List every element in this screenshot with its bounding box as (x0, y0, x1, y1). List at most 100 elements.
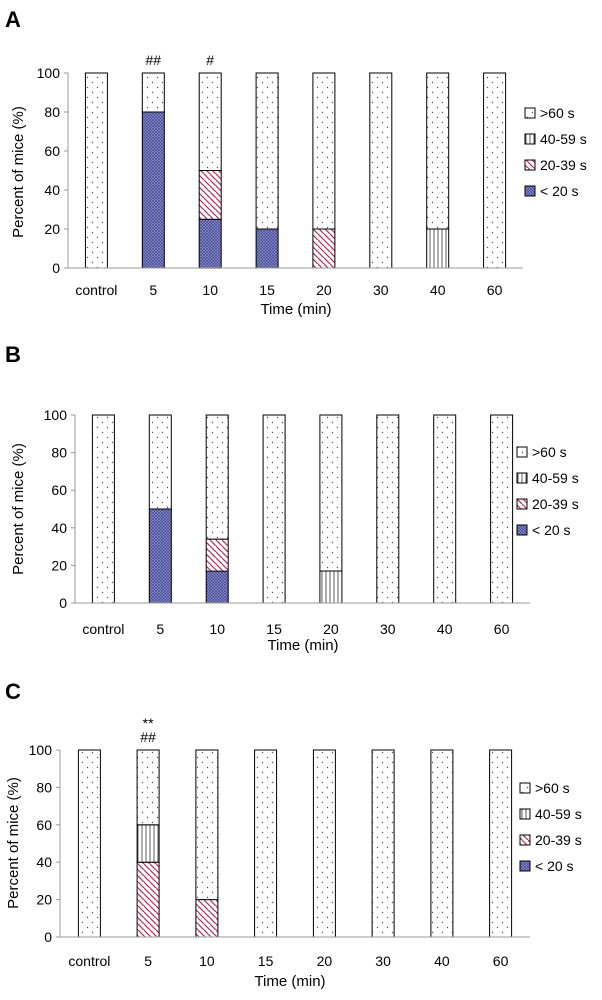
panel-c-bar-20-60-s (312, 749, 336, 938)
panel-c-letter: C (5, 679, 21, 704)
panel-a-x-tick-30: 30 (373, 282, 389, 298)
panel-a-x-tick-40: 40 (430, 282, 446, 298)
panel-b-x-tick-control: control (82, 621, 124, 637)
panel-a-bar-5-20-s (141, 111, 165, 269)
panel-b-bar-60-60-s (490, 414, 514, 604)
panel-b-bar-10-20-39-s (205, 538, 229, 572)
panel-a-x-tick-15: 15 (259, 282, 275, 298)
panel-c-y-tick-40: 40 (36, 854, 52, 870)
panel-a-letter: A (5, 7, 21, 32)
panel-c-y-tick-20: 20 (36, 892, 52, 908)
panel-a-y-tick-0: 0 (52, 260, 60, 276)
panel-b-y-tick-0: 0 (59, 595, 67, 611)
panel-c-x-tick-5: 5 (144, 953, 152, 969)
panel-c-bar-60-60-s (489, 749, 513, 938)
panel-a-legend-swatch-20-39-s (524, 159, 536, 171)
panel-b-legend-swatch-20-s (516, 524, 528, 536)
panel-a-y-axis-title: Percent of mice (%) (10, 106, 27, 238)
panel-c-bar-5-60-s (136, 749, 160, 826)
panel-c-bar-30-60-s (371, 749, 395, 938)
panel-b-y-tick-20: 20 (51, 557, 67, 573)
panel-c-y-tick-0: 0 (44, 929, 52, 945)
panel-a-bar-15-20-s (255, 228, 279, 269)
panel-c-x-tick-60: 60 (493, 953, 509, 969)
panel-c-bar-40-60-s (430, 749, 454, 938)
panel-c-y-tick-100: 100 (29, 742, 53, 758)
panel-c-bar-10-20-39-s (195, 899, 219, 938)
panel-b-x-tick-10: 10 (209, 621, 225, 637)
panel-b-bar-control-60-s (91, 414, 115, 604)
panel-b-legend: >60 s 40-59 s 20-39 s < 20 s (516, 444, 579, 538)
panel-a-y-tick-100: 100 (37, 65, 61, 81)
panel-b-bar-20-60-s (319, 414, 343, 572)
panel-a-bar-20-20-39-s (312, 228, 336, 269)
panel-b-bar-5-60-s (148, 414, 172, 510)
panel-a-bar-40-60-s (426, 72, 450, 230)
panel-b-bar-10-20-s (205, 570, 229, 604)
panel-a-legend-swatch-40-59-s (524, 133, 536, 145)
panel-a-legend-label-60-s: >60 s (540, 105, 575, 121)
panel-c-x-tick-10: 10 (199, 953, 215, 969)
panel-a-bar-10-60-s (198, 72, 222, 171)
panel-c-x-tick-15: 15 (258, 953, 274, 969)
panel-b-x-tick-15: 15 (266, 621, 282, 637)
panel-a-y-ticks: 0 20 40 60 80 100 (37, 65, 61, 276)
panel-b-axes (71, 414, 530, 604)
panel-b-bar-40-60-s (433, 414, 457, 604)
panel-b-legend-swatch-40-59-s (516, 472, 528, 484)
panel-c-x-tick-control: control (68, 953, 110, 969)
panel-b-x-tick-30: 30 (380, 621, 396, 637)
panel-a-x-axis-title: Time (min) (260, 301, 331, 318)
panel-a-x-tick-10: 10 (202, 282, 218, 298)
panel-a-bars (84, 72, 507, 269)
panel-a-annotation-10-0: # (206, 52, 214, 68)
panel-c-bars (77, 749, 513, 938)
panel-a-y-tick-60: 60 (44, 143, 60, 159)
panel-c-axes (56, 749, 530, 938)
panel-a-legend: >60 s 40-59 s 20-39 s < 20 s (524, 105, 587, 199)
panel-b-legend-label-40-59-s: 40-59 s (532, 470, 579, 486)
panel-c-legend-swatch-20-s (519, 860, 531, 872)
panel-a-legend-label-20-39-s: 20-39 s (540, 157, 587, 173)
panel-b-bars (91, 414, 514, 604)
panel-b-x-tick-5: 5 (156, 621, 164, 637)
panel-b-legend-label-20-39-s: 20-39 s (532, 496, 579, 512)
panel-a-bar-5-60-s (141, 72, 165, 113)
panel-b-bar-5-20-s (148, 508, 172, 604)
panel-a-x-tick-60: 60 (487, 282, 503, 298)
panel-a-legend-label-40-59-s: 40-59 s (540, 131, 587, 147)
panel-c-x-tick-40: 40 (434, 953, 450, 969)
panel-a-bar-control-60-s (84, 72, 108, 269)
panel-a-x-tick-control: control (75, 282, 117, 298)
panel-c: C **## 0 20 40 60 80 100 control 5 10 15 20 30 40 60… (5, 679, 582, 990)
panel-c-x-tick-20: 20 (317, 953, 333, 969)
panel-c-legend-swatch-40-59-s (519, 808, 531, 820)
panel-b: B 0 20 40 60 80 100 control 5 10 15 20 30 40 60 Perc… (5, 342, 579, 654)
panel-a-x-tick-20: 20 (316, 282, 332, 298)
panel-c-legend-label-40-59-s: 40-59 s (535, 806, 582, 822)
panel-a-annotations: ## # (146, 52, 215, 68)
panel-c-x-tick-30: 30 (375, 953, 391, 969)
panel-c-legend-label-60-s: >60 s (535, 780, 570, 796)
panel-a-axes (64, 72, 523, 269)
panel-b-x-axis-title: Time (min) (267, 637, 338, 654)
panel-c-y-axis-title: Percent of mice (%) (5, 777, 22, 909)
panel-b-bar-10-60-s (205, 414, 229, 540)
panel-b-y-tick-100: 100 (44, 407, 68, 423)
panel-c-y-ticks: 0 20 40 60 80 100 (29, 742, 53, 945)
panel-c-x-axis-title: Time (min) (254, 973, 325, 990)
panel-b-x-tick-20: 20 (323, 621, 339, 637)
panel-a-bar-10-20-39-s (198, 170, 222, 220)
panel-c-bar-control-60-s (77, 749, 101, 938)
panel-a-legend-swatch-60-s (524, 107, 536, 119)
panel-c-annotations: **## (140, 715, 156, 745)
panel-c-bar-15-60-s (254, 749, 278, 938)
panel-b-y-tick-40: 40 (51, 520, 67, 536)
panel-a-legend-swatch-20-s (524, 185, 536, 197)
panel-b-y-ticks: 0 20 40 60 80 100 (44, 407, 68, 611)
panel-a-x-ticks: control 5 10 15 20 30 40 60 (75, 282, 502, 298)
panel-c-legend: >60 s 40-59 s 20-39 s < 20 s (519, 780, 582, 874)
panel-c-y-tick-60: 60 (36, 817, 52, 833)
